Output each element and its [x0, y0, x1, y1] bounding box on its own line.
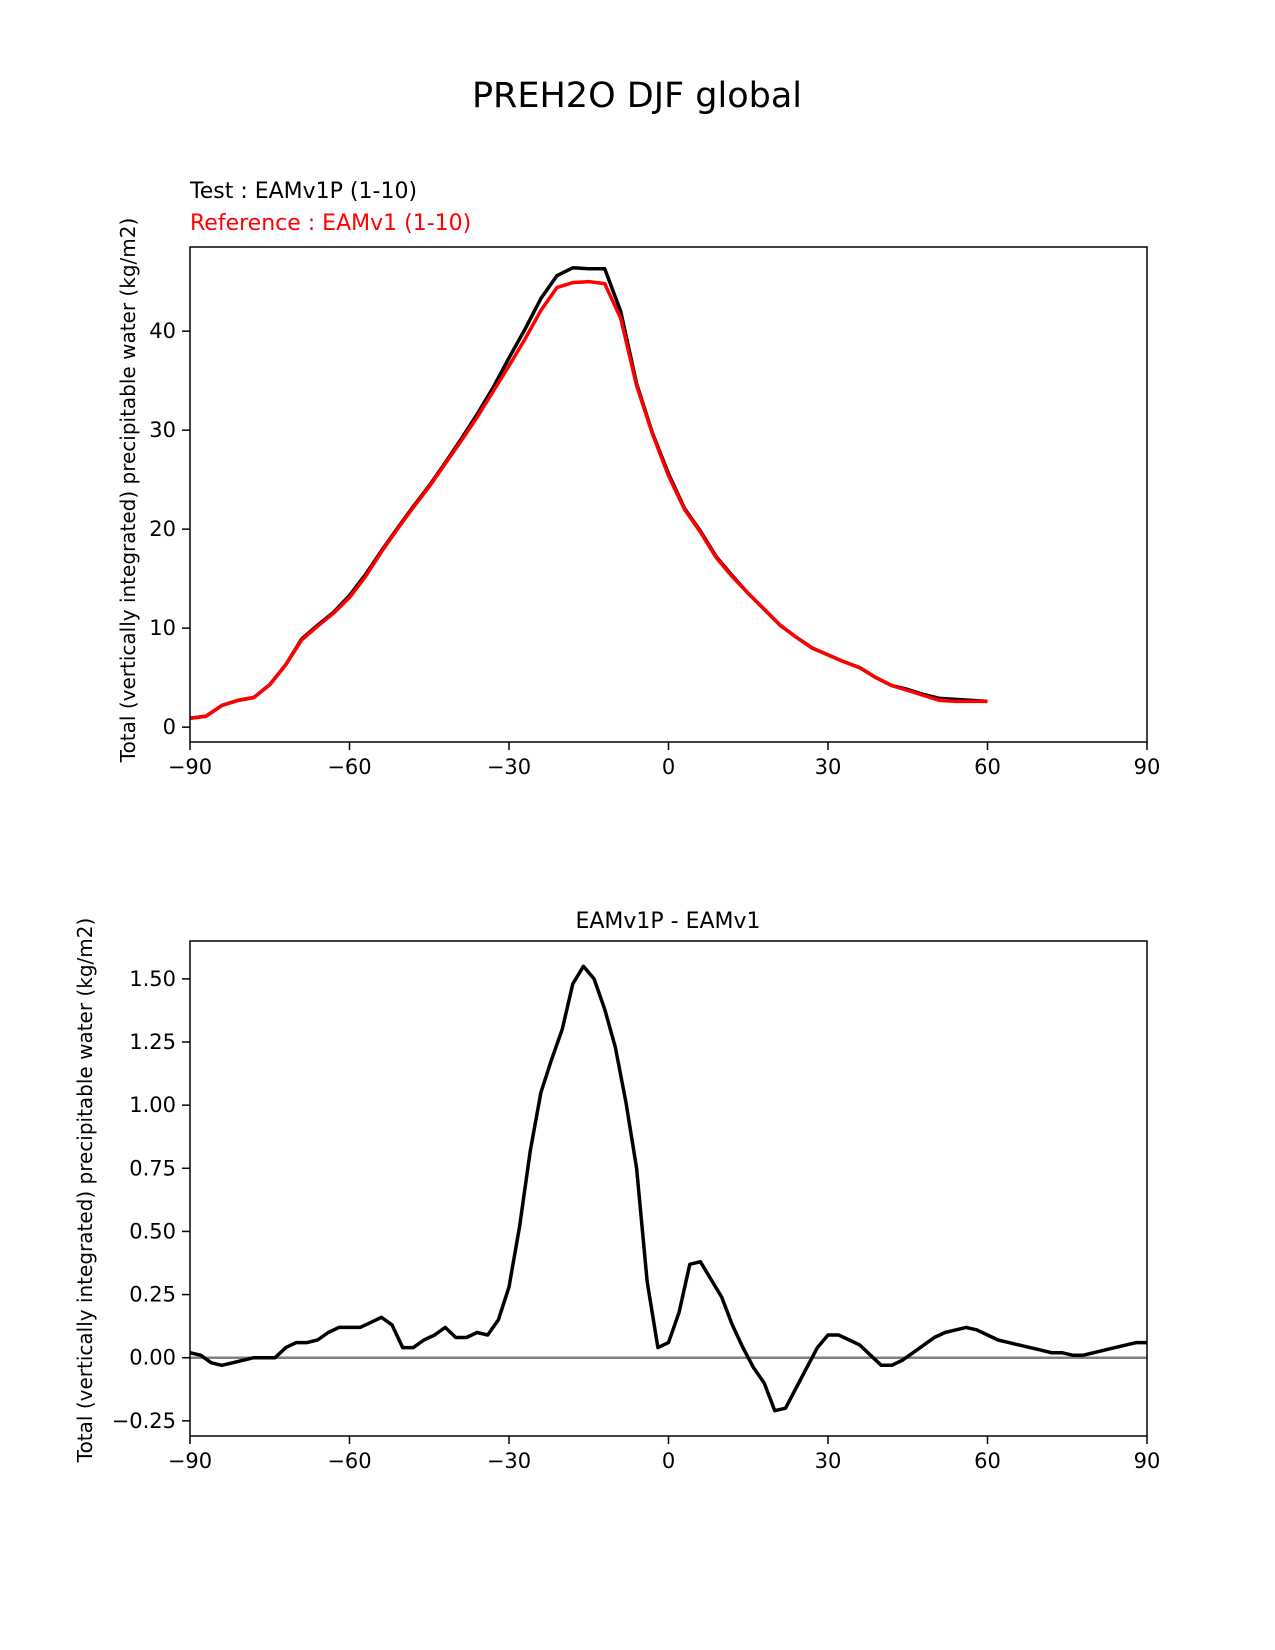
y-tick-label: 0.50	[129, 1219, 176, 1243]
x-tick-label: 60	[974, 1449, 1001, 1473]
x-tick-label: 90	[1134, 1449, 1161, 1473]
y-axis-label: Total (vertically integrated) precipitab…	[116, 218, 140, 764]
diff-title: EAMv1P - EAMv1	[575, 909, 760, 934]
x-tick-label: −90	[168, 1449, 212, 1473]
x-tick-label: −60	[327, 1449, 371, 1473]
x-tick-label: −30	[487, 755, 531, 779]
x-tick-label: −90	[168, 755, 212, 779]
y-tick-label: 30	[149, 418, 176, 442]
y-tick-label: 0.25	[129, 1283, 176, 1307]
reference-label: Reference : EAMv1 (1-10)	[190, 211, 471, 236]
y-tick-label: 0.00	[129, 1346, 176, 1370]
x-tick-label: 60	[974, 755, 1001, 779]
bottom-plot-area: −90 −60 −30 0 30 60 90 −0.25 0.00 0.25 0.50 0.75 1.0…	[112, 940, 1161, 1473]
x-tick-label: 30	[815, 1449, 842, 1473]
bottom-panel: EAMv1P - EAMv1 Total (vertically integra…	[73, 909, 1160, 1473]
x-tick-label: 0	[662, 1449, 675, 1473]
y-tick-label: 40	[149, 319, 176, 343]
y-tick-label: 0.75	[129, 1156, 176, 1180]
x-tick-label: 90	[1134, 755, 1161, 779]
series-line-eamv1p-eamv1	[189, 964, 1147, 1413]
y-tick-label: 0	[163, 715, 176, 739]
axes-frame	[189, 940, 1148, 1437]
series-line-eamv1p	[189, 266, 988, 720]
y-tick-label: 20	[149, 517, 176, 541]
y-tick-label: −0.25	[112, 1409, 176, 1433]
top-plot-area: −90 −60 −30 0 30 60 90 0 10 20 30 40	[149, 246, 1161, 779]
x-tick-label: −60	[327, 755, 371, 779]
figure-title: PREH2O DJF global	[472, 76, 802, 116]
x-tick-label: 30	[815, 755, 842, 779]
y-tick-label: 1.50	[129, 967, 176, 991]
y-tick-label: 10	[149, 616, 176, 640]
x-tick-label: 0	[662, 755, 675, 779]
y-axis-label: Total (vertically integrated) precipitab…	[73, 918, 97, 1464]
series-line-eamv1	[189, 279, 988, 720]
y-tick-label: 1.25	[129, 1030, 176, 1054]
x-tick-label: −30	[487, 1449, 531, 1473]
top-panel: Test : EAMv1P (1-10) Reference : EAMv1 (…	[116, 179, 1160, 779]
test-label: Test : EAMv1P (1-10)	[189, 179, 417, 204]
y-tick-label: 1.00	[129, 1093, 176, 1117]
axes-frame	[189, 246, 1148, 743]
